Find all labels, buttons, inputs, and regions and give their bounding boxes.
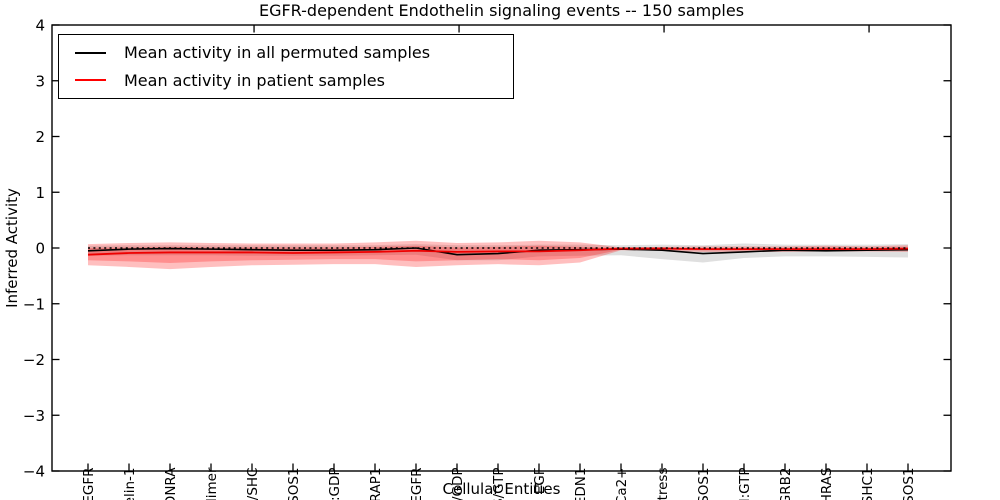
x-tick-label: HRAS/GDP (450, 468, 466, 500)
x-tick-label: EGF/EGFR dimer/SHC (245, 468, 261, 500)
y-tick-label: 2 (35, 128, 45, 146)
y-tick-label: −1 (23, 295, 45, 313)
y-tick-label: 1 (35, 184, 45, 202)
x-tick-label: EGF (532, 468, 548, 495)
y-tick-label: 3 (35, 72, 45, 90)
x-tick-label: EGF/EGFR dimer/SHC/GRB2/SOS1 (286, 468, 302, 500)
x-tick-label: SOS1 (901, 468, 917, 500)
patient-samples-band-outer (88, 240, 908, 270)
x-tick-label: HRAS (819, 468, 835, 500)
x-tick-label: SHC1 (860, 468, 876, 500)
permuted-mean-line (87, 247, 909, 256)
legend-line-permuted-icon (75, 51, 106, 54)
legend: Mean activity in all permuted samples Me… (58, 34, 514, 99)
x-tick-label: EGF/EGFR dimer (204, 467, 220, 500)
x-tick-label: EGFR (409, 468, 425, 500)
y-tick-labels: 4 3 2 1 0 −1 −2 −3 −4 (23, 17, 45, 481)
x-tick-label: mol:Ca2+ (614, 468, 630, 500)
x-tick-label: FRAP1 (368, 468, 384, 500)
x-tick-label: HRAS/GTP (491, 468, 507, 500)
x-tick-label: mol:GTP (737, 468, 753, 500)
y-tick-label: −2 (23, 351, 45, 369)
y-tick-label: 0 (35, 240, 45, 258)
x-tick-label: EGF/EGFR (81, 468, 97, 500)
x-tick-label: GRB2 (778, 468, 794, 500)
x-tick-label: EDNRA (163, 467, 179, 500)
chart-title: EGFR-dependent Endothelin signaling even… (258, 1, 745, 20)
x-tick-label: EDN1 (573, 468, 589, 500)
series-lines (87, 247, 909, 256)
axes (51, 24, 952, 472)
x-tick-label: response to oxidative stress (655, 468, 671, 500)
x-tick-label: mol:GDP (327, 468, 343, 500)
x-axis-label: Cellular Entities (442, 480, 561, 498)
x-tick-labels: EGF/EGFR ETA receptor/Endothelin-1 EDNRA EG… (81, 467, 917, 500)
x-tick-label: ETA receptor/Endothelin-1 (122, 468, 138, 500)
patient-mean-line (87, 247, 909, 256)
legend-item-permuted: Mean activity in all permuted samples (75, 40, 513, 66)
legend-label-permuted: Mean activity in all permuted samples (124, 43, 431, 63)
legend-item-patient: Mean activity in patient samples (75, 67, 513, 93)
y-tick-label: 4 (35, 17, 45, 35)
y-tick-label: −3 (23, 407, 45, 425)
x-tick-label: GRB2/SOS1 (696, 468, 712, 500)
y-tick-label: −4 (23, 463, 45, 481)
legend-line-patient-icon (75, 79, 106, 82)
legend-label-patient: Mean activity in patient samples (124, 70, 385, 90)
confidence-bands (88, 240, 908, 270)
